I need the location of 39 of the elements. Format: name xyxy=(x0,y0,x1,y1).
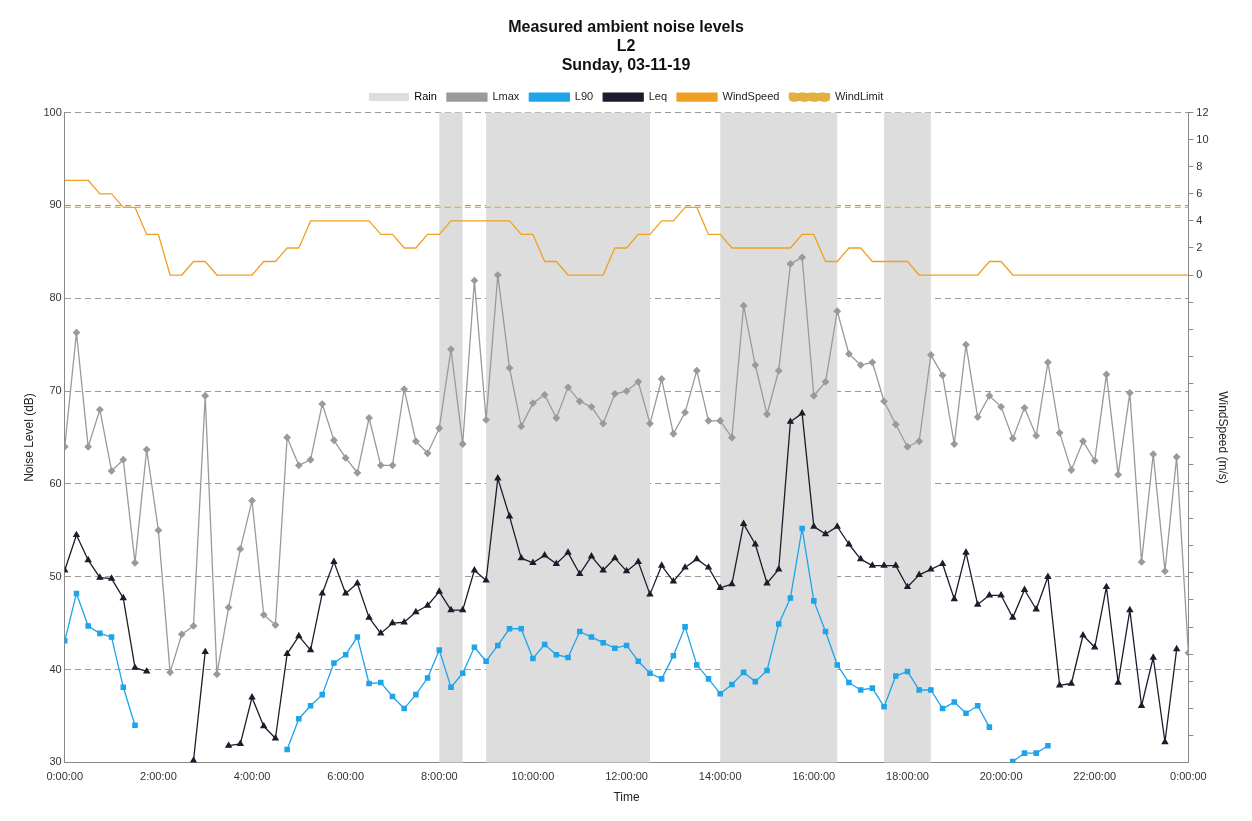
x-tick-label: 16:00:00 xyxy=(792,770,836,783)
y-axis-title: Noise Level (dB) xyxy=(21,393,36,482)
x-tick-label: 4:00:00 xyxy=(233,770,271,783)
y-tick-label: 80 xyxy=(49,291,62,304)
y2-axis-title: WindSpeed (m/s) xyxy=(1216,391,1231,484)
x-tick-label: 0:00:00 xyxy=(1170,770,1207,783)
x-tick-label: 8:00:00 xyxy=(420,770,458,783)
x-axis-title: Time xyxy=(613,790,640,805)
y2-tick-label: 2 xyxy=(1196,241,1203,254)
y2-tick-label: 12 xyxy=(1196,105,1209,118)
x-tick-label: 18:00:00 xyxy=(886,770,929,783)
legend-label: Lmax xyxy=(492,90,520,103)
legend-label: WindSpeed xyxy=(722,90,780,103)
legend-label: Rain xyxy=(414,90,437,103)
y2-tick-label: 4 xyxy=(1196,213,1203,226)
chart-title: Measured ambient noise levels xyxy=(508,18,744,36)
legend-label: WindLimit xyxy=(834,90,884,103)
x-tick-label: 22:00:00 xyxy=(1073,770,1117,783)
y2-tick-label: 10 xyxy=(1196,132,1209,145)
x-tick-label: 2:00:00 xyxy=(140,770,177,783)
y-tick-label: 90 xyxy=(49,198,62,211)
y-tick-label: 70 xyxy=(49,384,62,397)
legend-label: Leq xyxy=(648,90,668,103)
y-tick-label: 30 xyxy=(49,755,62,768)
x-tick-label: 10:00:00 xyxy=(511,770,555,783)
y2-tick-label: 8 xyxy=(1196,159,1203,172)
y2-tick-label: 0 xyxy=(1196,268,1203,281)
x-tick-label: 20:00:00 xyxy=(979,770,1023,783)
y-tick-label: 40 xyxy=(49,662,62,675)
y2-tick-label: 6 xyxy=(1196,186,1203,199)
y-tick-label: 100 xyxy=(43,105,62,118)
chart-subtitle: L2 Sunday, 03-11-19 xyxy=(561,37,691,74)
y-tick-label: 60 xyxy=(49,476,62,489)
x-tick-label: 0:00:00 xyxy=(46,770,84,783)
x-tick-label: 6:00:00 xyxy=(327,770,365,783)
y-tick-label: 50 xyxy=(49,569,62,582)
legend-label: L90 xyxy=(574,90,594,103)
x-tick-label: 14:00:00 xyxy=(698,770,742,783)
x-tick-label: 12:00:00 xyxy=(605,770,648,783)
